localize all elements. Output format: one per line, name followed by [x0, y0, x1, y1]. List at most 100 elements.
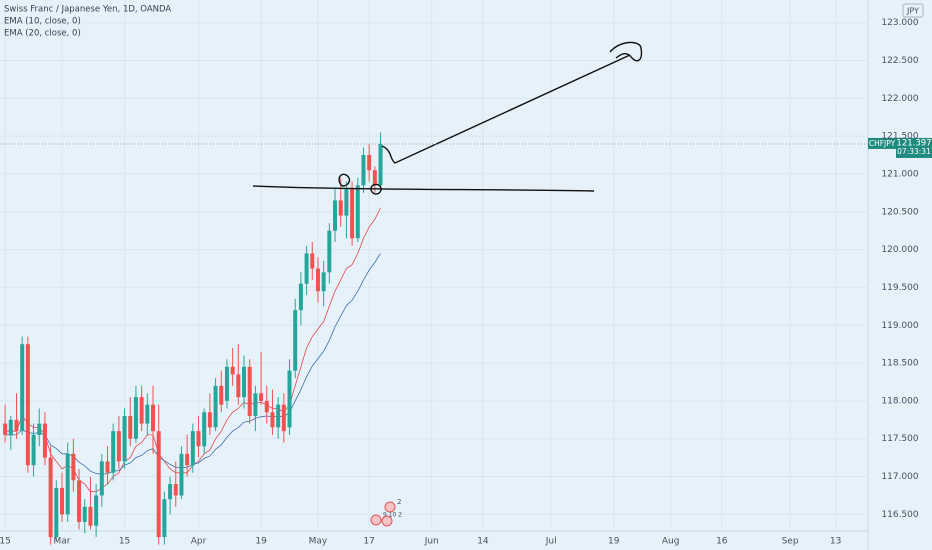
candle-body [77, 480, 82, 522]
drawn-circle [370, 183, 382, 195]
x-tick-label: 19 [255, 537, 267, 547]
x-tick-label: 17 [363, 537, 374, 547]
candle-body [60, 487, 64, 515]
x-tick-label: 14 [477, 537, 489, 547]
x-tick-label: Jun [424, 537, 439, 547]
candle-body [361, 155, 366, 186]
candle-body [151, 404, 156, 432]
candle-body [156, 431, 161, 538]
y-tick-label: 120.000 [881, 245, 918, 255]
candle-body [122, 416, 127, 462]
symbol: CHFJPY [869, 139, 896, 148]
candle-body [71, 453, 76, 481]
y-tick-label: 119.500 [881, 283, 918, 293]
candle-body [133, 397, 138, 439]
y-tick-label: 121.500 [881, 132, 918, 142]
grid [0, 0, 868, 531]
candle-body [116, 431, 121, 462]
candle-body [31, 434, 36, 466]
candle-body [213, 385, 218, 428]
candle-body [333, 200, 338, 231]
candle-body [190, 431, 195, 466]
y-tick-label: 117.000 [881, 472, 918, 482]
candle-body [287, 370, 292, 428]
x-tick-label: Sep [782, 537, 799, 547]
chart-title: Swiss Franc / Japanese Yen, 1D, OANDA [4, 5, 171, 15]
currency: JPY [906, 7, 919, 16]
candle-body [372, 170, 377, 186]
drawn-line [381, 54, 631, 164]
y-tick-label: 117.500 [881, 434, 918, 444]
candle-body [8, 419, 13, 435]
candle-body [162, 499, 167, 538]
candle-body [230, 366, 235, 375]
x-tick-label: 13 [830, 537, 841, 547]
candle-body [139, 397, 144, 424]
event-icon [384, 501, 396, 513]
x-tick-label: Apr [191, 537, 207, 547]
candle-body [298, 283, 303, 311]
event-label: 2 [397, 498, 401, 506]
event-icon [381, 515, 393, 527]
x-tick-label: 19 [608, 537, 620, 547]
x-tick-label: 16 [716, 537, 728, 547]
candle-body [242, 366, 247, 398]
drawn-circle [338, 173, 351, 187]
candle-body [196, 431, 201, 447]
x-tick-label: Jul [545, 537, 557, 547]
candle-body [20, 344, 25, 432]
candle-body [168, 484, 173, 500]
drawn-line [252, 185, 595, 192]
drawings [252, 41, 643, 195]
x-tick-label: Aug [662, 537, 680, 547]
candle-body [327, 230, 332, 273]
candle-body [99, 461, 104, 496]
candle-body [293, 310, 298, 371]
candle-body [224, 366, 229, 401]
candle-body [14, 419, 19, 432]
candle-body [219, 385, 224, 405]
y-tick-label: 121.000 [881, 169, 918, 179]
candle-body [25, 344, 30, 466]
candle-body [65, 453, 70, 515]
candle-body [82, 506, 87, 522]
candle-body [321, 272, 326, 292]
candle-body [338, 200, 343, 216]
event-label: 9 10 2 [383, 512, 402, 519]
candle-body [207, 412, 212, 428]
drawn-scribble [609, 41, 643, 62]
candle-body [304, 253, 309, 284]
candle-body [54, 487, 59, 538]
candle-body [202, 412, 207, 447]
y-tick-label: 122.000 [881, 94, 918, 104]
candle-body [94, 495, 99, 526]
countdown: 07:33:31 [897, 147, 931, 156]
y-tick-label: 118.500 [881, 359, 918, 369]
candle-body [42, 423, 47, 458]
candle-body [145, 404, 150, 424]
currency-box [902, 3, 924, 18]
candle-body [185, 453, 190, 466]
candle-body [310, 253, 315, 269]
candle-body [378, 143, 383, 186]
y-tick-label: 116.500 [881, 510, 918, 520]
symbol-box [868, 137, 896, 149]
event-icon [370, 514, 382, 526]
candle-body [264, 400, 269, 413]
y-tick-label: 123.000 [881, 18, 918, 28]
candle-body [3, 423, 8, 435]
candle-body [173, 484, 178, 496]
candle-body [350, 189, 355, 239]
y-tick-label: 118.000 [881, 396, 918, 406]
x-tick-label: 15 [0, 537, 11, 547]
y-tick-label: 119.000 [881, 321, 918, 331]
last-price: 121.397 [896, 138, 931, 148]
candle-body [247, 366, 252, 417]
candle-body [276, 404, 281, 428]
candle-body [105, 461, 110, 473]
candle-body [259, 393, 264, 401]
candle-body [315, 268, 320, 292]
candle-body [236, 374, 241, 398]
